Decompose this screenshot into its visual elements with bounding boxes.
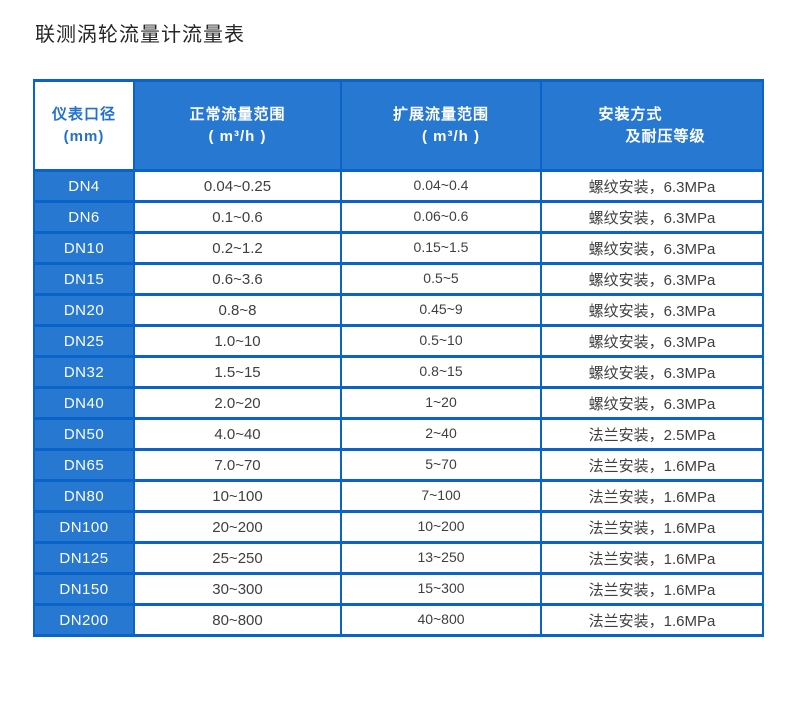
header-extended-range-line2: ( m³/h ) bbox=[422, 127, 480, 145]
cell-installation: 法兰安装，1.6MPa bbox=[540, 510, 764, 544]
cell-normal-range: 1.0~10 bbox=[133, 324, 342, 358]
header-extended-range: 扩展流量范围 ( m³/h ) bbox=[340, 79, 542, 172]
cell-normal-range: 0.04~0.25 bbox=[133, 169, 342, 203]
cell-normal-range: 30~300 bbox=[133, 572, 342, 606]
table-body: DN4 0.04~0.25 0.04~0.4 螺纹安装，6.3MPa DN6 0… bbox=[33, 169, 764, 637]
cell-installation: 法兰安装，1.6MPa bbox=[540, 479, 764, 513]
cell-installation: 螺纹安装，6.3MPa bbox=[540, 200, 764, 234]
cell-diameter: DN6 bbox=[33, 200, 135, 234]
table-row-dn15: DN15 0.6~3.6 0.5~5 螺纹安装，6.3MPa bbox=[33, 262, 764, 296]
table-row-dn10: DN10 0.2~1.2 0.15~1.5 螺纹安装，6.3MPa bbox=[33, 231, 764, 265]
header-normal-range: 正常流量范围 ( m³/h ) bbox=[133, 79, 342, 172]
cell-installation: 螺纹安装，6.3MPa bbox=[540, 262, 764, 296]
table-row-dn200: DN200 80~800 40~800 法兰安装，1.6MPa bbox=[33, 603, 764, 637]
cell-installation: 螺纹安装，6.3MPa bbox=[540, 355, 764, 389]
header-row: 仪表口径 (mm) 正常流量范围 ( m³/h ) 扩展流量范围 ( m³/h … bbox=[33, 79, 764, 172]
cell-diameter: DN80 bbox=[33, 479, 135, 513]
cell-installation: 螺纹安装，6.3MPa bbox=[540, 386, 764, 420]
header-installation: 安装方式 及耐压等级 bbox=[540, 79, 764, 172]
cell-installation: 法兰安装，2.5MPa bbox=[540, 417, 764, 451]
cell-normal-range: 20~200 bbox=[133, 510, 342, 544]
header-installation-line1: 安装方式 bbox=[598, 105, 663, 123]
cell-diameter: DN4 bbox=[33, 169, 135, 203]
cell-installation: 螺纹安装，6.3MPa bbox=[540, 231, 764, 265]
cell-diameter: DN50 bbox=[33, 417, 135, 451]
header-normal-range-line1: 正常流量范围 bbox=[189, 105, 286, 123]
header-diameter-line2: (mm) bbox=[63, 127, 105, 145]
cell-normal-range: 25~250 bbox=[133, 541, 342, 575]
header-diameter: 仪表口径 (mm) bbox=[33, 79, 135, 172]
flowmeter-spec-table: 仪表口径 (mm) 正常流量范围 ( m³/h ) 扩展流量范围 ( m³/h … bbox=[33, 79, 764, 637]
table-row-dn100: DN100 20~200 10~200 法兰安装，1.6MPa bbox=[33, 510, 764, 544]
cell-extended-range: 0.04~0.4 bbox=[340, 169, 542, 203]
cell-diameter: DN25 bbox=[33, 324, 135, 358]
cell-installation: 法兰安装，1.6MPa bbox=[540, 541, 764, 575]
table-row-dn20: DN20 0.8~8 0.45~9 螺纹安装，6.3MPa bbox=[33, 293, 764, 327]
cell-installation: 螺纹安装，6.3MPa bbox=[540, 293, 764, 327]
page-title: 联测涡轮流量计流量表 bbox=[35, 24, 245, 46]
table-row-dn80: DN80 10~100 7~100 法兰安装，1.6MPa bbox=[33, 479, 764, 513]
header-normal-range-line2: ( m³/h ) bbox=[208, 127, 267, 145]
cell-extended-range: 10~200 bbox=[340, 510, 542, 544]
cell-diameter: DN15 bbox=[33, 262, 135, 296]
cell-installation: 法兰安装，1.6MPa bbox=[540, 572, 764, 606]
cell-extended-range: 0.5~10 bbox=[340, 324, 542, 358]
table-row-dn125: DN125 25~250 13~250 法兰安装，1.6MPa bbox=[33, 541, 764, 575]
cell-extended-range: 0.8~15 bbox=[340, 355, 542, 389]
cell-diameter: DN65 bbox=[33, 448, 135, 482]
cell-extended-range: 2~40 bbox=[340, 417, 542, 451]
cell-extended-range: 0.06~0.6 bbox=[340, 200, 542, 234]
cell-extended-range: 15~300 bbox=[340, 572, 542, 606]
cell-normal-range: 10~100 bbox=[133, 479, 342, 513]
header-diameter-line1: 仪表口径 bbox=[51, 105, 116, 123]
cell-extended-range: 1~20 bbox=[340, 386, 542, 420]
cell-installation: 法兰安装，1.6MPa bbox=[540, 448, 764, 482]
cell-normal-range: 80~800 bbox=[133, 603, 342, 637]
cell-extended-range: 7~100 bbox=[340, 479, 542, 513]
table-row-dn32: DN32 1.5~15 0.8~15 螺纹安装，6.3MPa bbox=[33, 355, 764, 389]
cell-diameter: DN40 bbox=[33, 386, 135, 420]
cell-diameter: DN20 bbox=[33, 293, 135, 327]
cell-installation: 螺纹安装，6.3MPa bbox=[540, 169, 764, 203]
cell-extended-range: 5~70 bbox=[340, 448, 542, 482]
cell-diameter: DN10 bbox=[33, 231, 135, 265]
table-row-dn50: DN50 4.0~40 2~40 法兰安装，2.5MPa bbox=[33, 417, 764, 451]
table-row-dn40: DN40 2.0~20 1~20 螺纹安装，6.3MPa bbox=[33, 386, 764, 420]
table-row-dn4: DN4 0.04~0.25 0.04~0.4 螺纹安装，6.3MPa bbox=[33, 169, 764, 203]
cell-extended-range: 0.45~9 bbox=[340, 293, 542, 327]
cell-diameter: DN200 bbox=[33, 603, 135, 637]
cell-installation: 法兰安装，1.6MPa bbox=[540, 603, 764, 637]
cell-extended-range: 0.15~1.5 bbox=[340, 231, 542, 265]
cell-diameter: DN100 bbox=[33, 510, 135, 544]
cell-diameter: DN150 bbox=[33, 572, 135, 606]
cell-normal-range: 4.0~40 bbox=[133, 417, 342, 451]
cell-installation: 螺纹安装，6.3MPa bbox=[540, 324, 764, 358]
cell-normal-range: 1.5~15 bbox=[133, 355, 342, 389]
cell-normal-range: 0.2~1.2 bbox=[133, 231, 342, 265]
cell-normal-range: 0.1~0.6 bbox=[133, 200, 342, 234]
table-row-dn150: DN150 30~300 15~300 法兰安装，1.6MPa bbox=[33, 572, 764, 606]
header-installation-block: 安装方式 及耐压等级 bbox=[598, 104, 705, 148]
table-row-dn25: DN25 1.0~10 0.5~10 螺纹安装，6.3MPa bbox=[33, 324, 764, 358]
cell-diameter: DN125 bbox=[33, 541, 135, 575]
table-row-dn65: DN65 7.0~70 5~70 法兰安装，1.6MPa bbox=[33, 448, 764, 482]
cell-normal-range: 0.8~8 bbox=[133, 293, 342, 327]
cell-normal-range: 2.0~20 bbox=[133, 386, 342, 420]
cell-extended-range: 13~250 bbox=[340, 541, 542, 575]
header-extended-range-line1: 扩展流量范围 bbox=[392, 105, 489, 123]
cell-extended-range: 40~800 bbox=[340, 603, 542, 637]
cell-normal-range: 7.0~70 bbox=[133, 448, 342, 482]
cell-normal-range: 0.6~3.6 bbox=[133, 262, 342, 296]
cell-extended-range: 0.5~5 bbox=[340, 262, 542, 296]
table-row-dn6: DN6 0.1~0.6 0.06~0.6 螺纹安装，6.3MPa bbox=[33, 200, 764, 234]
cell-diameter: DN32 bbox=[33, 355, 135, 389]
header-installation-line2: 及耐压等级 bbox=[625, 127, 706, 145]
table-header: 仪表口径 (mm) 正常流量范围 ( m³/h ) 扩展流量范围 ( m³/h … bbox=[33, 79, 764, 172]
